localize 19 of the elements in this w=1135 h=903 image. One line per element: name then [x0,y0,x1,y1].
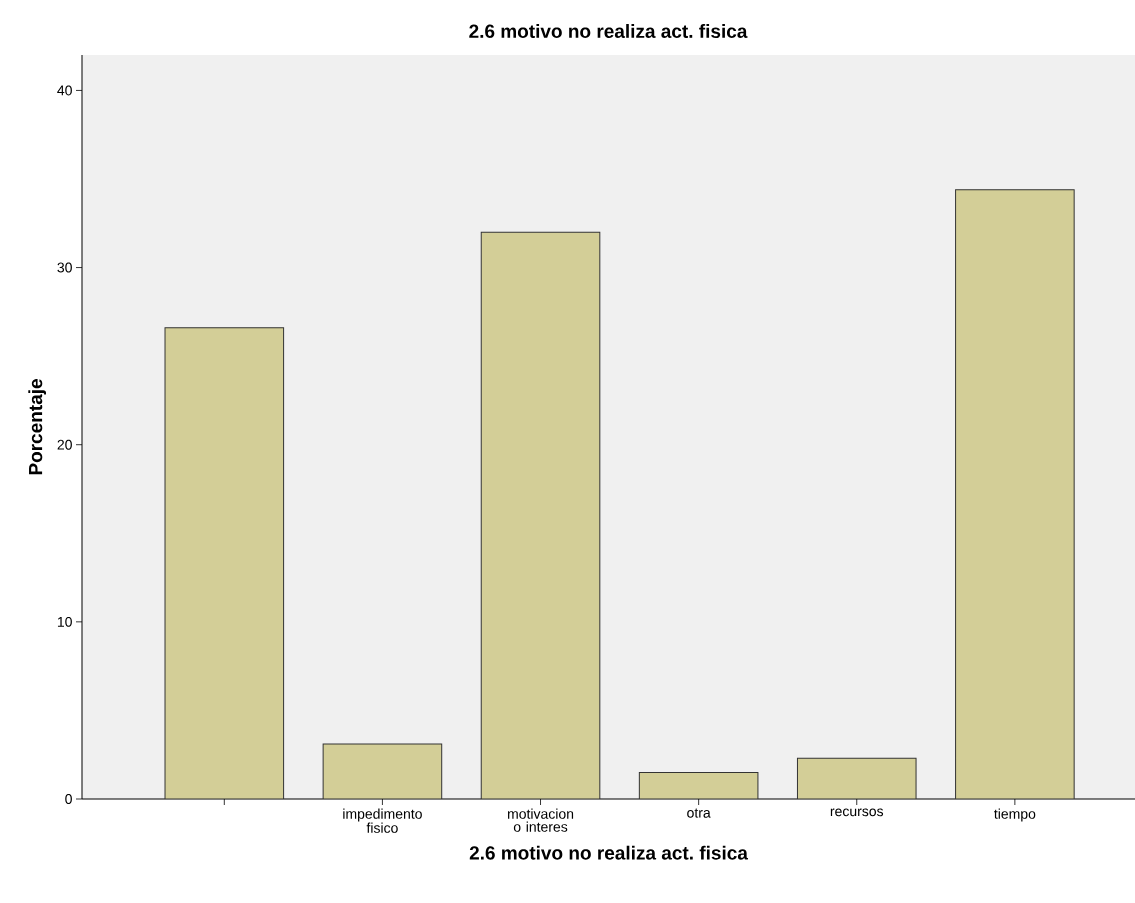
bar [322,743,443,799]
x-axis-title: 2.6 motivo no realiza act. fisica [469,845,749,860]
chart-title: 2.6 motivo no realiza act. fisica [469,24,748,38]
y-tick-label: 0 [65,794,72,804]
x-tick-label: impedimento fisico [343,808,422,833]
x-tick-label: otra [687,808,711,818]
bar [796,757,917,799]
y-tick-label: 20 [57,439,72,450]
bar [164,327,285,799]
bar [638,771,759,799]
x-tick-label: tiempo [994,808,1036,822]
bar [480,231,601,799]
y-tick-label: 30 [57,262,72,273]
x-tick-label: motivacion o interes [508,808,574,832]
y-tick-label: 10 [57,616,72,627]
bar [955,189,1075,799]
x-tick-label: recursos [830,808,884,817]
y-axis-title: Porcentaje [28,379,47,475]
y-tick-label: 40 [57,85,72,96]
